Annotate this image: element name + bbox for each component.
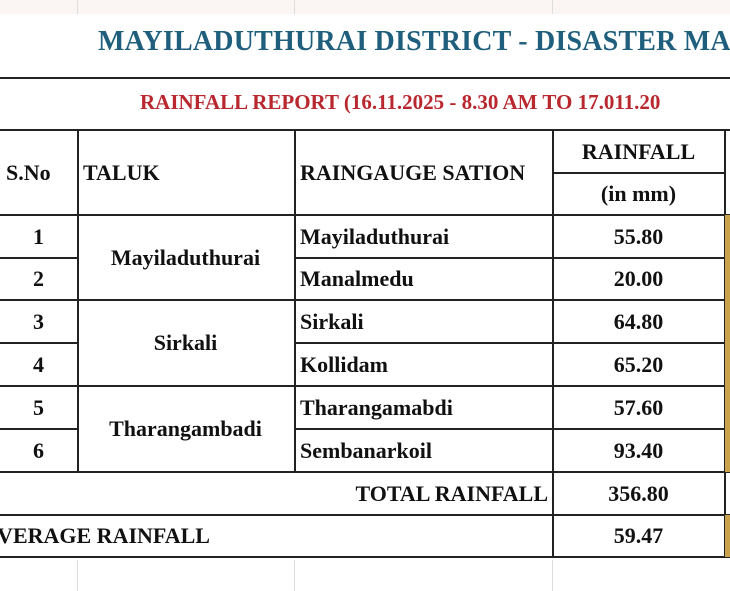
border (0, 556, 730, 558)
border (0, 385, 725, 387)
border (552, 130, 554, 557)
header-sno: S.No (6, 159, 51, 185)
header-taluk: TALUK (83, 159, 160, 185)
taluk-cell: Sirkali (153, 330, 218, 355)
border (0, 471, 730, 473)
sheet-top-band (0, 0, 730, 14)
border (294, 428, 725, 430)
sno-cell: 4 (33, 351, 44, 377)
rainfall-cell: 64.80 (613, 308, 664, 334)
border (0, 428, 77, 430)
report-subtitle: RAINFALL REPORT (16.11.2025 - 8.30 AM TO… (140, 90, 661, 114)
rainfall-cell: 57.60 (613, 394, 664, 420)
sno-cell: 3 (33, 308, 44, 334)
taluk-cell: Mayiladuthurai (110, 244, 261, 270)
highlight-edge (725, 215, 730, 472)
total-value: 356.80 (608, 480, 669, 506)
gridline (77, 0, 78, 14)
sno-cell: 5 (33, 394, 44, 420)
border (0, 214, 730, 216)
gridline (552, 0, 553, 14)
sno-cell: 2 (33, 266, 44, 291)
gridline (77, 560, 78, 591)
header-rainfall: RAINFALL (581, 138, 696, 164)
border (0, 514, 730, 516)
border (0, 342, 77, 344)
station-cell: Manalmedu (300, 266, 414, 291)
average-label: AVERAGE RAINFALL (0, 523, 210, 548)
gridline (294, 0, 295, 14)
border (294, 130, 296, 472)
gridline (294, 560, 295, 591)
total-label: TOTAL RAINFALL (355, 480, 548, 506)
border (0, 129, 730, 131)
station-cell: Sembanarkoil (300, 437, 433, 463)
border (294, 257, 725, 259)
gridline (552, 560, 553, 591)
header-unit: (in mm) (600, 181, 677, 206)
station-cell: Sirkali (300, 308, 364, 334)
border (552, 172, 725, 174)
station-cell: Mayiladuthurai (300, 223, 450, 249)
border (0, 299, 725, 301)
rainfall-cell: 93.40 (613, 437, 664, 463)
divider (0, 77, 730, 79)
rainfall-cell: 65.20 (613, 351, 664, 377)
rainfall-cell: 20.00 (613, 266, 664, 291)
station-cell: Tharangamabdi (300, 394, 453, 420)
average-value: 59.47 (613, 523, 664, 548)
border (294, 342, 725, 344)
station-cell: Kollidam (300, 351, 389, 377)
border (0, 257, 77, 259)
header-station: RAINGAUGE SATION (300, 159, 526, 185)
sno-cell: 6 (33, 437, 44, 463)
border (77, 130, 79, 472)
taluk-cell: Tharangambadi (109, 416, 262, 441)
highlight-edge (725, 515, 730, 557)
report-title: MAYILADUTHURAI DISTRICT - DISASTER MA (98, 26, 730, 57)
sno-cell: 1 (33, 223, 44, 249)
rainfall-cell: 55.80 (613, 223, 664, 249)
